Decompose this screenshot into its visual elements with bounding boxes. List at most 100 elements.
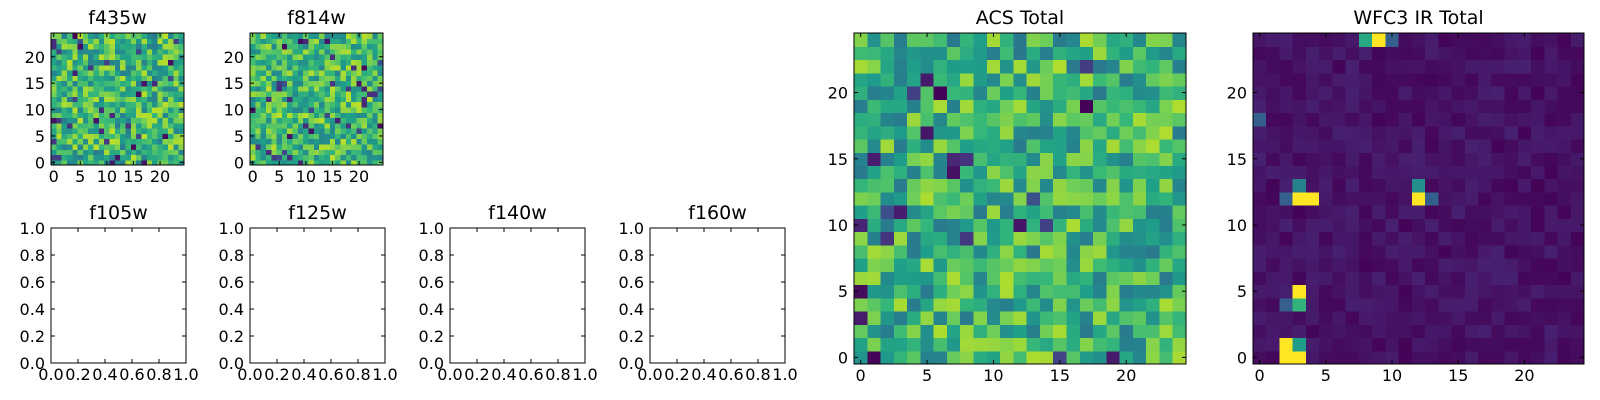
heatmap-cell xyxy=(173,43,180,50)
heatmap-cell xyxy=(329,122,336,129)
heatmap-cell xyxy=(1159,152,1174,166)
heatmap-cell xyxy=(1464,205,1479,219)
heatmap-cell xyxy=(1026,99,1041,114)
heatmap-cell xyxy=(1544,350,1559,365)
heatmap-cell xyxy=(1253,218,1267,233)
heatmap-cell xyxy=(250,101,256,108)
heatmap-cell xyxy=(66,122,73,129)
heatmap-cell xyxy=(88,112,95,119)
heatmap-cell xyxy=(1319,165,1334,180)
heatmap-cell xyxy=(973,99,988,114)
heatmap-cell xyxy=(173,133,180,140)
heatmap-cell xyxy=(1106,33,1121,47)
heatmap-cell xyxy=(287,91,294,97)
heatmap-cell xyxy=(372,122,379,129)
heatmap-cell xyxy=(1146,284,1161,299)
heatmap-cell xyxy=(250,122,256,129)
heatmap-cell xyxy=(356,69,363,76)
heatmap-cell xyxy=(361,106,368,113)
y-tick-label: 0.0 xyxy=(419,354,444,373)
heatmap-cell xyxy=(281,159,288,166)
heatmap-cell xyxy=(308,112,315,119)
heatmap-cell xyxy=(250,75,256,82)
heatmap-cell xyxy=(1066,244,1081,259)
heatmap-cell xyxy=(319,128,326,134)
heatmap-cell xyxy=(1093,218,1107,233)
heatmap-cell xyxy=(1106,72,1121,87)
heatmap-cell xyxy=(120,106,127,113)
heatmap-cell xyxy=(255,33,262,39)
heatmap-cell xyxy=(1132,311,1147,325)
heatmap-cell xyxy=(120,96,127,103)
heatmap-cell xyxy=(960,284,975,299)
plot-area xyxy=(51,228,186,363)
heatmap-cell xyxy=(77,154,84,161)
heatmap-cell xyxy=(1504,218,1519,233)
heatmap-cell xyxy=(146,143,153,150)
heatmap-cell xyxy=(130,149,137,156)
heatmap-cell xyxy=(1093,33,1107,47)
heatmap-cell xyxy=(72,69,79,76)
heatmap-cell xyxy=(920,231,935,246)
heatmap-cell xyxy=(335,138,342,145)
heatmap-cell xyxy=(1266,125,1281,140)
heatmap-cell xyxy=(292,80,299,87)
heatmap-cell xyxy=(1319,46,1334,61)
heatmap-cell xyxy=(1491,72,1506,87)
heatmap-cell xyxy=(920,46,935,61)
heatmap-cell xyxy=(1332,311,1347,325)
heatmap-cell xyxy=(1146,85,1161,100)
x-tick-label: 15 xyxy=(322,167,342,186)
heatmap-cell xyxy=(1159,72,1174,87)
heatmap-cell xyxy=(1000,112,1014,127)
heatmap-cell xyxy=(329,154,336,161)
heatmap-cell xyxy=(146,69,153,76)
heatmap-cell xyxy=(287,69,294,76)
heatmap-cell xyxy=(287,43,294,50)
heatmap-cell xyxy=(1106,205,1121,219)
heatmap-cell xyxy=(1319,218,1334,233)
heatmap-cell xyxy=(1557,33,1572,47)
heatmap-cell xyxy=(1491,284,1506,299)
heatmap-cell xyxy=(907,271,921,286)
heatmap-cell xyxy=(920,311,935,325)
heatmap-cell xyxy=(372,43,379,50)
heatmap-cell xyxy=(130,59,137,66)
heatmap-cell xyxy=(1385,205,1400,219)
heatmap-cell xyxy=(77,54,84,60)
heatmap-cell xyxy=(1079,284,1094,299)
heatmap-cell xyxy=(281,133,288,140)
heatmap-cell xyxy=(292,33,299,39)
heatmap-cell xyxy=(324,91,331,97)
heatmap-cell xyxy=(88,38,95,45)
heatmap-cell xyxy=(1013,218,1028,233)
heatmap-cell xyxy=(250,91,256,97)
heatmap-cell xyxy=(1332,85,1347,100)
x-tick-label: 0.8 xyxy=(345,365,370,384)
heatmap-cell xyxy=(56,138,63,145)
heatmap-cell xyxy=(1491,311,1506,325)
heatmap-cell xyxy=(265,64,272,71)
heatmap-cell xyxy=(1039,350,1054,365)
heatmap-cell xyxy=(1026,112,1041,127)
heatmap-cell xyxy=(93,101,100,108)
heatmap-cell xyxy=(152,33,158,39)
heatmap-cell xyxy=(98,75,105,82)
heatmap-cell xyxy=(1279,46,1294,61)
heatmap-cell xyxy=(1039,165,1054,180)
heatmap-cell xyxy=(1385,350,1400,365)
heatmap-cell xyxy=(1279,59,1294,74)
heatmap-cell xyxy=(1385,33,1400,47)
heatmap-cell xyxy=(1438,152,1453,166)
heatmap-cell xyxy=(986,72,1001,87)
heatmap-cell xyxy=(1053,72,1068,87)
heatmap-cell xyxy=(1398,218,1413,233)
heatmap-cell xyxy=(329,38,336,45)
heatmap-cell xyxy=(168,154,174,161)
y-tick-label: 0.0 xyxy=(219,354,244,373)
heatmap-cell xyxy=(361,122,368,129)
heatmap-cell xyxy=(136,106,143,113)
heatmap-cell xyxy=(82,91,89,97)
heatmap-cell xyxy=(946,337,961,352)
heatmap-cell xyxy=(1345,218,1360,233)
